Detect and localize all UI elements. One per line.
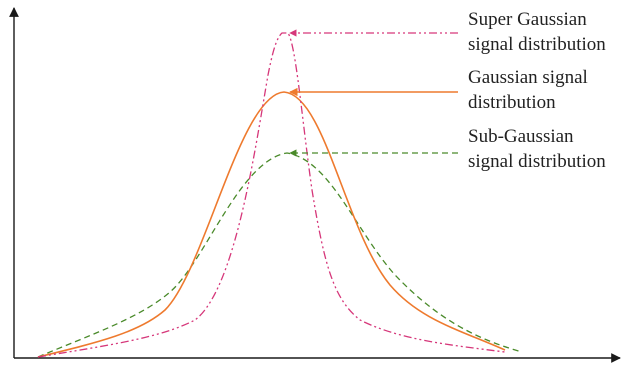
sub-gaussian-label-line2: signal distribution xyxy=(468,151,606,172)
sub-gaussian-curve xyxy=(37,152,523,358)
super-gaussian-label-line1: Super Gaussian xyxy=(468,9,587,30)
gaussian-curve xyxy=(37,91,506,358)
sub-gaussian-label-line1: Sub-Gaussian xyxy=(468,126,574,147)
super-gaussian-curve xyxy=(37,32,506,358)
super-gaussian-label-line2: signal distribution xyxy=(468,34,606,55)
gaussian-label-line1: Gaussian signal xyxy=(468,67,588,88)
gaussian-label-line2: distribution xyxy=(468,92,556,113)
